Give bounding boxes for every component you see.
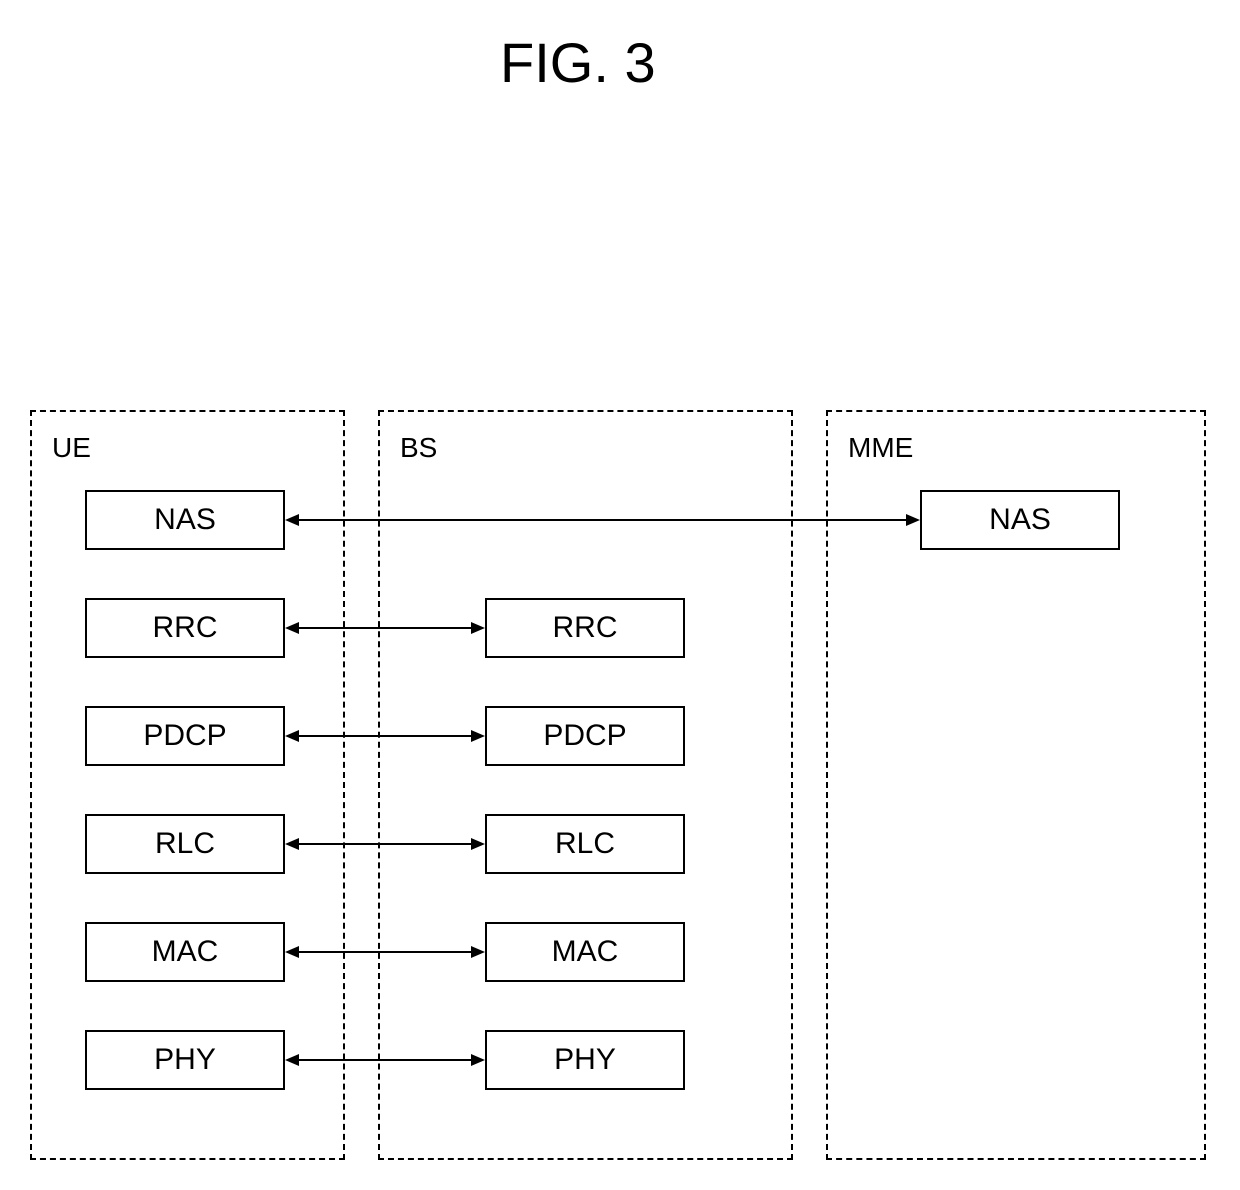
figure-title: FIG. 3 <box>500 30 656 95</box>
arrow-head-left-1 <box>285 622 299 634</box>
layer-bs-phy: PHY <box>485 1030 685 1090</box>
container-label-ue: UE <box>52 432 91 464</box>
layer-ue-nas: NAS <box>85 490 285 550</box>
arrow-head-right-0 <box>906 514 920 526</box>
container-label-bs: BS <box>400 432 437 464</box>
arrow-head-left-5 <box>285 1054 299 1066</box>
layer-ue-mac: MAC <box>85 922 285 982</box>
arrow-line-3 <box>297 843 473 845</box>
arrow-head-right-1 <box>471 622 485 634</box>
arrow-head-right-2 <box>471 730 485 742</box>
arrow-head-left-2 <box>285 730 299 742</box>
arrow-head-left-4 <box>285 946 299 958</box>
arrow-line-4 <box>297 951 473 953</box>
layer-bs-mac: MAC <box>485 922 685 982</box>
layer-ue-pdcp: PDCP <box>85 706 285 766</box>
layer-ue-phy: PHY <box>85 1030 285 1090</box>
layer-ue-rrc: RRC <box>85 598 285 658</box>
layer-bs-rrc: RRC <box>485 598 685 658</box>
arrow-head-right-3 <box>471 838 485 850</box>
layer-bs-pdcp: PDCP <box>485 706 685 766</box>
arrow-head-right-5 <box>471 1054 485 1066</box>
layer-ue-rlc: RLC <box>85 814 285 874</box>
layer-mme-nas: NAS <box>920 490 1120 550</box>
arrow-head-left-0 <box>285 514 299 526</box>
arrow-head-left-3 <box>285 838 299 850</box>
arrow-line-5 <box>297 1059 473 1061</box>
arrow-line-0 <box>297 519 908 521</box>
container-label-mme: MME <box>848 432 913 464</box>
arrow-line-1 <box>297 627 473 629</box>
arrow-head-right-4 <box>471 946 485 958</box>
layer-bs-rlc: RLC <box>485 814 685 874</box>
arrow-line-2 <box>297 735 473 737</box>
